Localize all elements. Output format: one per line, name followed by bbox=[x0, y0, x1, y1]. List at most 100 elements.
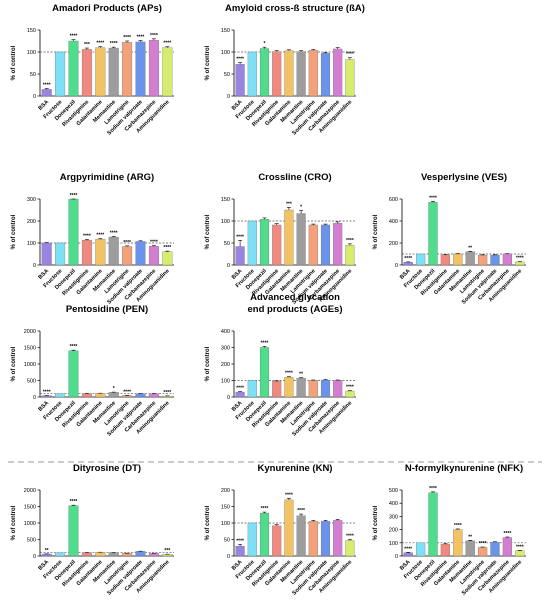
y-axis-label: % of control bbox=[11, 214, 17, 249]
y-tick-label: 150 bbox=[27, 28, 36, 34]
y-tick-label: 100 bbox=[27, 241, 36, 247]
y-axis-label: % of control bbox=[205, 214, 211, 249]
y-tick-label: 400 bbox=[221, 329, 230, 335]
y-tick-label: 300 bbox=[389, 514, 398, 520]
y-tick-label: 0 bbox=[33, 395, 36, 401]
bar bbox=[247, 220, 257, 266]
bar bbox=[284, 377, 294, 398]
bar bbox=[68, 40, 79, 97]
bar bbox=[320, 521, 331, 557]
panel: Vesperlysine (VES) % of control 0 200 400 600… bbox=[373, 172, 526, 306]
significance-label: **** bbox=[285, 371, 293, 377]
bar bbox=[284, 209, 294, 266]
y-tick-label: 1000 bbox=[24, 362, 36, 368]
bar bbox=[259, 512, 270, 557]
y-tick-label: 50 bbox=[224, 72, 230, 78]
bar bbox=[235, 64, 245, 97]
y-tick-label: 300 bbox=[27, 197, 36, 203]
significance-label: **** bbox=[123, 240, 131, 246]
bar bbox=[108, 47, 119, 97]
bar bbox=[333, 520, 343, 557]
bar bbox=[477, 547, 488, 557]
bar bbox=[81, 552, 92, 557]
bar bbox=[148, 553, 159, 557]
bar bbox=[135, 393, 146, 398]
significance-label: *** bbox=[286, 201, 292, 207]
y-tick-label: 0 bbox=[33, 554, 36, 560]
y-tick-label: 100 bbox=[221, 379, 230, 385]
significance-label: **** bbox=[261, 341, 269, 347]
bar bbox=[148, 246, 159, 266]
y-axis-label: % of control bbox=[373, 505, 379, 540]
y-axis-label: % of control bbox=[205, 45, 211, 80]
bar bbox=[428, 492, 438, 557]
bar bbox=[333, 223, 343, 266]
bar bbox=[108, 552, 119, 557]
bar bbox=[465, 251, 475, 266]
bar bbox=[453, 253, 463, 266]
significance-label: **** bbox=[70, 499, 78, 505]
significance-label: **** bbox=[163, 41, 171, 47]
bar bbox=[403, 552, 413, 557]
significance-label: **** bbox=[123, 35, 131, 41]
bar bbox=[320, 379, 331, 398]
significance-label: **** bbox=[261, 506, 269, 512]
y-tick-label: 300 bbox=[221, 346, 230, 352]
bar bbox=[235, 391, 245, 398]
y-tick-label: 150 bbox=[221, 505, 230, 511]
significance-label: **** bbox=[150, 240, 158, 246]
bar bbox=[345, 390, 355, 398]
bar bbox=[148, 39, 159, 97]
bar bbox=[272, 381, 282, 398]
bar bbox=[41, 395, 52, 398]
y-tick-label: 200 bbox=[389, 528, 398, 534]
panel: Dityrosine (DT) % of control 0 500 1000 1500 2… bbox=[11, 463, 174, 597]
significance-label: **** bbox=[346, 238, 354, 244]
bar bbox=[308, 50, 318, 97]
panel: N-formylkynurenine (NFK) % of control 0 100… bbox=[373, 463, 526, 597]
bar bbox=[235, 246, 245, 266]
y-tick-label: 500 bbox=[27, 379, 36, 385]
y-axis-label: % of control bbox=[11, 45, 17, 80]
bar bbox=[259, 347, 270, 398]
y-tick-label: 500 bbox=[389, 488, 398, 494]
bar bbox=[308, 380, 318, 398]
panel-title: Amadori Products (APs) bbox=[52, 3, 162, 14]
bar bbox=[320, 224, 331, 266]
bar bbox=[247, 380, 257, 398]
panel-title: Argpyrimidine (ARG) bbox=[60, 172, 154, 183]
y-tick-label: 100 bbox=[389, 541, 398, 547]
significance-label: **** bbox=[516, 256, 524, 262]
bar bbox=[296, 51, 306, 97]
significance-label: **** bbox=[297, 508, 305, 514]
significance-label: **** bbox=[70, 344, 78, 350]
y-tick-label: 100 bbox=[221, 219, 230, 225]
significance-label: **** bbox=[429, 195, 437, 201]
y-axis-label: % of control bbox=[11, 346, 17, 381]
y-tick-label: 150 bbox=[221, 28, 230, 34]
panel-title: Amyloid cross-ß structure (ßA) bbox=[225, 3, 365, 14]
y-tick-label: 2000 bbox=[24, 329, 36, 335]
bar bbox=[415, 253, 426, 266]
significance-label: **** bbox=[96, 41, 104, 47]
bar bbox=[41, 242, 52, 266]
y-tick-label: 1500 bbox=[24, 346, 36, 352]
significance-label: **** bbox=[83, 233, 91, 239]
significance-label: **** bbox=[70, 34, 78, 40]
y-axis-label: % of control bbox=[205, 505, 211, 540]
bar bbox=[490, 254, 500, 266]
bar bbox=[68, 198, 79, 266]
bar bbox=[81, 393, 92, 398]
y-tick-label: 1000 bbox=[24, 521, 36, 527]
y-tick-label: 400 bbox=[389, 501, 398, 507]
panel: Argpyrimidine (ARG) % of control 0 100 200 30… bbox=[11, 172, 174, 306]
panel: Pentosidine (PEN) % of control 0 500 1000 150… bbox=[11, 304, 174, 438]
bar bbox=[333, 380, 343, 398]
panel: Amyloid cross-ß structure (ßA) % of contr… bbox=[205, 3, 365, 137]
significance-label: **** bbox=[516, 544, 524, 550]
significance-label: ** bbox=[299, 372, 303, 378]
y-tick-label: 0 bbox=[227, 94, 230, 100]
bar bbox=[259, 219, 270, 266]
significance-label: **** bbox=[346, 385, 354, 391]
bar bbox=[95, 552, 106, 557]
